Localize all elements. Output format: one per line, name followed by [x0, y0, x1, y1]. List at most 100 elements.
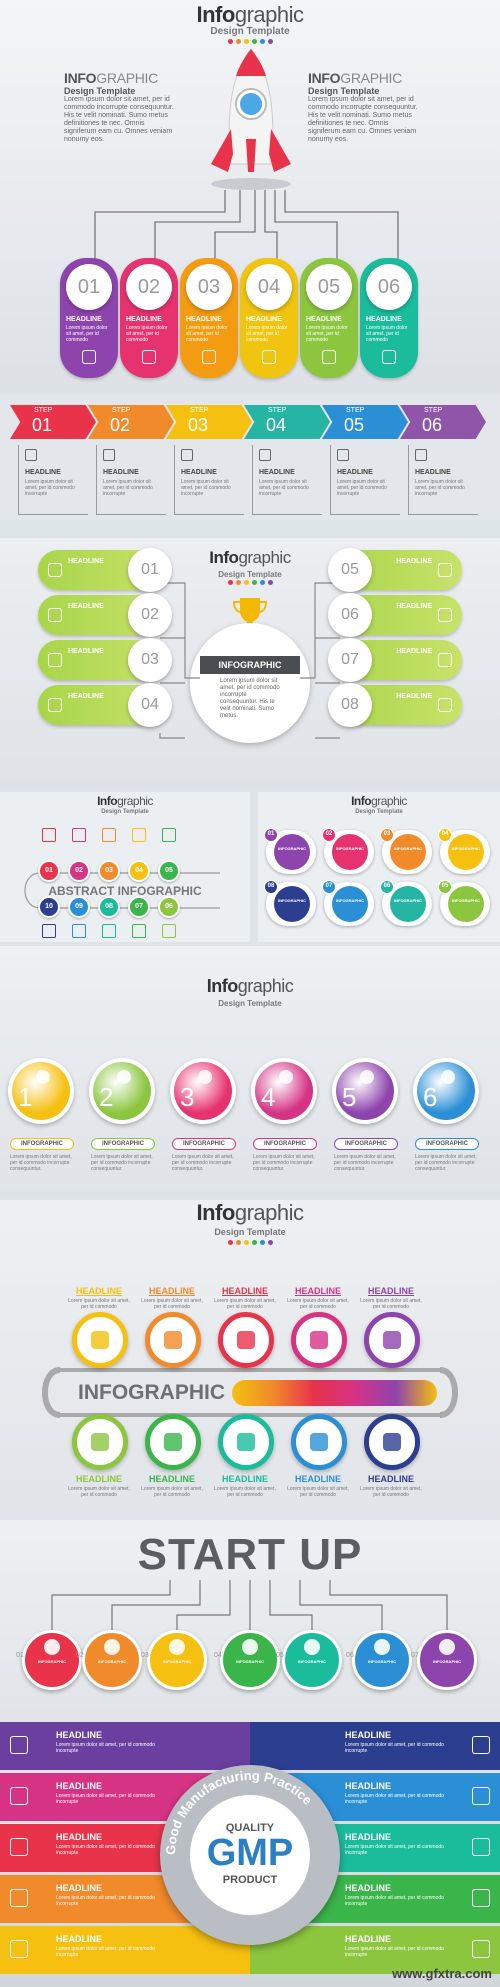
circle-fill: INFOGRAPHIC — [390, 886, 426, 922]
step-circle[interactable]: 6 — [413, 1058, 479, 1124]
startup-circle[interactable]: INFOGRAPHIC — [352, 1630, 412, 1690]
step-circle[interactable] — [218, 1414, 274, 1470]
headline-bar[interactable]: HEADLINE Lorem ipsum dolor sit amet, per … — [0, 1722, 250, 1770]
circle-headline: INFOGRAPHIC — [278, 846, 306, 851]
info-circle[interactable]: INFOGRAPHIC 08 — [264, 880, 316, 926]
item-headline: HEADLINE — [396, 558, 432, 565]
step-icon — [202, 350, 216, 364]
startup-circle[interactable]: INFOGRAPHIC — [22, 1630, 82, 1690]
step-circle[interactable]: 3 — [170, 1058, 236, 1124]
color-dots — [0, 39, 500, 44]
circle-number: 06 — [380, 880, 394, 894]
bar-body: Lorem ipsum dolor sit amet, per id commo… — [345, 1946, 444, 1958]
step-circle[interactable] — [218, 1312, 274, 1368]
step-icon — [169, 1639, 185, 1655]
number-circle: 08 — [328, 683, 372, 727]
step-headline: HEADLINE — [75, 1474, 122, 1484]
step-chevron[interactable]: STEP 06 — [400, 405, 486, 439]
step-chevron[interactable]: STEP 03 — [166, 405, 252, 439]
step-circle[interactable]: 4 — [251, 1058, 317, 1124]
circle-number: 02 — [322, 828, 336, 842]
headline-pill[interactable]: 08 HEADLINE — [328, 683, 462, 727]
headline-pill[interactable]: 06 HEADLINE — [328, 593, 462, 637]
product-text: PRODUCT — [222, 1874, 278, 1886]
info-circle[interactable]: INFOGRAPHIC 02 — [322, 828, 374, 874]
step-chevron[interactable]: STEP 01 — [10, 405, 96, 439]
step-label: STEP — [268, 407, 287, 414]
startup-circle[interactable]: INFOGRAPHIC — [82, 1630, 142, 1690]
step-headline: HEADLINE — [367, 1474, 414, 1484]
circle-fill: INFOGRAPHIC — [448, 886, 484, 922]
step-chevron[interactable]: STEP 02 — [88, 405, 174, 439]
step-body: Lorem ipsum dolor sit amet, per id commo… — [68, 1298, 130, 1310]
step-icon — [102, 924, 116, 938]
headline-pill[interactable]: 07 HEADLINE — [328, 638, 462, 682]
bar-icon — [472, 1787, 490, 1805]
item-number: 02 — [141, 606, 159, 623]
item-icon — [438, 608, 452, 622]
step-circle[interactable] — [145, 1414, 201, 1470]
step-circle[interactable] — [145, 1312, 201, 1368]
watermark: www.gfxtra.com — [392, 1966, 492, 1981]
info-circle[interactable]: INFOGRAPHIC 07 — [322, 880, 374, 926]
info-circle[interactable]: INFOGRAPHIC 04 — [438, 828, 490, 874]
headline-bar[interactable]: HEADLINE Lorem ipsum dolor sit amet, per … — [250, 1722, 500, 1770]
startup-circle[interactable]: INFOGRAPHIC — [220, 1630, 280, 1690]
step-icon — [42, 924, 56, 938]
info-circle[interactable]: INFOGRAPHIC 06 — [380, 880, 432, 926]
step-body: Lorem ipsum dolor sit amet, per id commo… — [172, 1154, 234, 1172]
headline-pill[interactable]: 03 HEADLINE — [38, 638, 172, 682]
info-circle[interactable]: INFOGRAPHIC 01 — [264, 828, 316, 874]
circle-number: 01 — [16, 1652, 24, 1659]
step-headline: HEADLINE — [75, 1286, 122, 1296]
item-headline: HEADLINE — [68, 558, 104, 565]
step-circle[interactable] — [364, 1312, 420, 1368]
step-body: Lorem ipsum dolor sit amet, per id commo… — [141, 1486, 203, 1498]
step-chevron[interactable]: STEP 05 — [322, 405, 408, 439]
step-number: 03 — [188, 415, 209, 435]
step-headline: INFOGRAPHIC — [10, 1138, 74, 1150]
connector-lines — [51, 1580, 448, 1630]
step-number: 3 — [180, 1082, 195, 1112]
circle-fill: INFOGRAPHIC — [332, 834, 368, 870]
center-label: INFOGRAPHIC — [200, 656, 300, 674]
startup-circle[interactable]: INFOGRAPHIC — [282, 1630, 342, 1690]
startup-circle[interactable]: INFOGRAPHIC — [417, 1630, 477, 1690]
headline-pill[interactable]: 05 HEADLINE — [328, 548, 462, 592]
info-circle[interactable]: INFOGRAPHIC 05 — [438, 880, 490, 926]
item-number: 03 — [141, 651, 159, 668]
circle-number: 03 — [380, 828, 394, 842]
bar-headline: HEADLINE — [56, 1883, 103, 1893]
step-icon — [310, 1433, 328, 1451]
center-circle — [190, 623, 310, 743]
headline-pill[interactable]: 04 HEADLINE — [38, 683, 172, 727]
step-circle[interactable]: 1 — [8, 1058, 74, 1124]
step-body: Lorem ipsum dolor sit amet, per id commo… — [334, 1154, 396, 1172]
headline-pill[interactable]: 01 HEADLINE — [38, 548, 172, 592]
step-body: Lorem ipsum dolor sit amet, per id commo… — [360, 1486, 422, 1498]
info-circle[interactable]: INFOGRAPHIC 03 — [380, 828, 432, 874]
bar-body: Lorem ipsum dolor sit amet, per id commo… — [345, 1742, 444, 1754]
abstract-label: ABSTRACT INFOGRAPHIC — [48, 884, 202, 898]
step-icon — [337, 449, 349, 461]
step-circle[interactable] — [364, 1414, 420, 1470]
step-chevron[interactable]: STEP 04 — [244, 405, 330, 439]
headline-pill[interactable]: 02 HEADLINE — [38, 593, 172, 637]
step-circle[interactable] — [72, 1312, 128, 1368]
step-circle: 04 — [128, 860, 150, 882]
step-number: 06 — [377, 275, 401, 298]
step-circle[interactable]: 5 — [332, 1058, 398, 1124]
number-circle: 07 — [328, 638, 372, 682]
step-number: 05 — [317, 275, 341, 298]
step-circle[interactable] — [291, 1414, 347, 1470]
step-circle[interactable] — [72, 1414, 128, 1470]
step-circle[interactable] — [291, 1312, 347, 1368]
circle-headline: INFOGRAPHIC — [452, 898, 480, 903]
startup-circle[interactable]: INFOGRAPHIC — [147, 1630, 207, 1690]
circle-headline: INFOGRAPHIC — [394, 846, 422, 851]
step-icon — [237, 1433, 255, 1451]
bar-headline: HEADLINE — [345, 1883, 392, 1893]
bar-body: Lorem ipsum dolor sit amet, per id commo… — [56, 1895, 155, 1907]
step-circle[interactable]: 2 — [89, 1058, 155, 1124]
bar-body: Lorem ipsum dolor sit amet, per id commo… — [345, 1793, 444, 1805]
